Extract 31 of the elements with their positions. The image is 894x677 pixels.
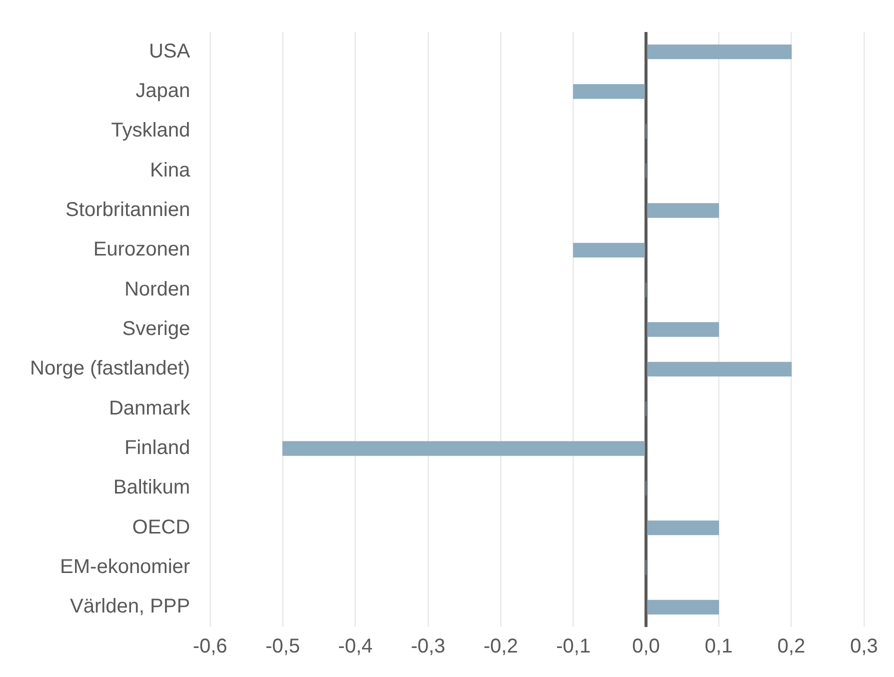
x-tick-label: 0,2 <box>777 636 806 658</box>
y-tick-label: Finland <box>124 437 190 460</box>
x-tick-label: -0,5 <box>266 636 300 658</box>
x-tick-label: -0,4 <box>338 636 373 658</box>
y-tick-label: Kina <box>150 159 191 182</box>
x-tick-label: -0,3 <box>410 636 446 658</box>
y-tick-label: Norge (fastlandet) <box>30 358 190 380</box>
bar <box>647 362 792 376</box>
y-tick-label: Japan <box>136 80 190 102</box>
bar <box>647 203 720 218</box>
y-tick-label: Tyskland <box>111 120 190 142</box>
x-tick-label: 0,1 <box>704 636 733 658</box>
y-tick-label: Världen, PPP <box>70 596 190 618</box>
bar <box>647 520 720 536</box>
x-tick-label: 0,0 <box>632 636 660 658</box>
y-tick-label: USA <box>148 40 191 62</box>
y-tick-label: EM-ekonomier <box>60 556 190 578</box>
x-tick-label: -0,6 <box>192 636 228 658</box>
bar <box>647 44 792 60</box>
y-tick-label: Sverige <box>122 318 190 340</box>
y-tick-label: Storbritannien <box>66 199 190 222</box>
x-tick-label: -0,1 <box>556 636 591 658</box>
x-tick-label: -0,2 <box>483 636 518 658</box>
y-tick-label: Norden <box>124 278 190 300</box>
bar <box>647 322 720 337</box>
y-tick-label: OECD <box>132 516 190 538</box>
y-tick-label: Danmark <box>108 397 192 420</box>
y-tick-label: Eurozonen <box>93 238 190 261</box>
bar <box>647 600 720 614</box>
x-tick-label: 0,3 <box>850 636 878 658</box>
y-tick-label: Baltikum <box>113 476 190 499</box>
